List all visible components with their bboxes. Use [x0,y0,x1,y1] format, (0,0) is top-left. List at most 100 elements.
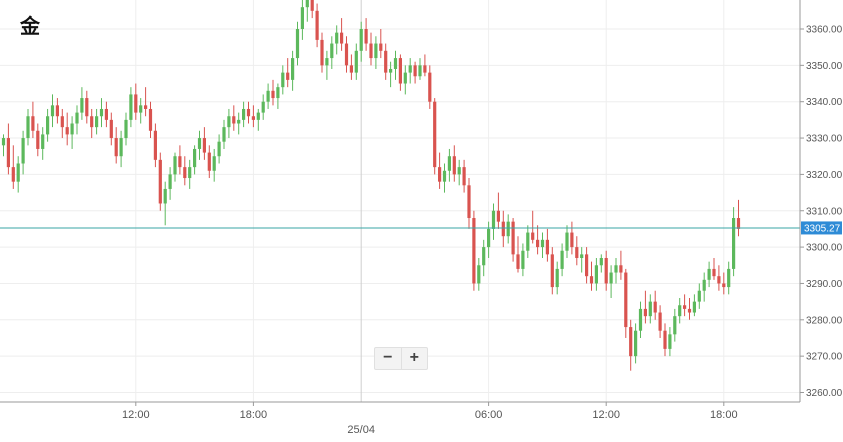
candle [178,145,182,175]
candle [683,294,687,317]
candle [271,79,275,106]
candle [330,36,334,69]
current-price-badge [801,221,842,235]
candle [521,243,525,277]
candle [614,258,618,284]
candle-body [315,10,319,40]
grid-lines [0,0,800,402]
candle [227,108,231,139]
candle [340,18,344,51]
candle [736,199,741,237]
candle-body [702,279,706,291]
candle-body [575,247,579,259]
candle-body [678,305,682,317]
candle [482,239,486,277]
candle [374,36,378,69]
candle [398,54,402,91]
candle-body [325,58,329,66]
candle [305,0,309,22]
candle [712,258,716,280]
candle [369,32,373,66]
candle-body [354,50,358,73]
candle [702,272,706,302]
candle-body [506,221,510,237]
candle [452,145,456,182]
candle-body [65,127,69,135]
candle [139,98,143,124]
candle [261,94,265,120]
candle [487,221,491,259]
candle-body [148,108,153,131]
candle [315,3,319,48]
candle-body [496,210,500,222]
zoom-in-button[interactable]: + [400,348,428,369]
candle-body [11,167,15,182]
candle-body [545,239,549,255]
candle [31,101,35,139]
candle [202,127,206,160]
candle [153,123,157,168]
candle-body [364,29,368,44]
candle-body [589,276,594,284]
zoom-out-button[interactable]: − [383,349,393,366]
candle [447,148,451,182]
candle-body [736,218,741,229]
candle-body [668,334,672,349]
candle-body [467,185,471,219]
candle-body [638,308,643,331]
candle-body [300,7,304,29]
candle-body [6,138,10,168]
candle [678,297,682,324]
candle [46,108,50,142]
candle [364,18,368,51]
candle [629,319,633,371]
candle-body [50,105,55,117]
candle-body [663,330,667,349]
y-tick-label: 3290.00 [806,279,843,290]
candle-body [305,0,309,8]
candle [95,108,99,135]
candle [21,130,25,175]
candle-body [648,301,652,317]
candle [344,36,349,73]
candle-body [31,116,35,131]
candle-body [291,58,295,80]
candle [16,156,20,193]
candle-body [389,68,393,73]
candle [310,0,314,19]
candle-body [26,116,30,139]
candle-body [707,268,711,280]
candle-body [163,188,167,204]
candle [393,50,398,80]
candle [197,130,202,160]
candle-body [722,283,726,288]
y-tick-label: 3260.00 [806,388,843,399]
x-tick-label: 18:00 [710,409,738,421]
candle [104,101,108,128]
candle [408,58,412,84]
crosshair-date-label: 25/04 [347,424,375,436]
x-axis: 12:00 18:00 06:00 12:00 18:00 [122,402,738,421]
candle [212,148,216,182]
candle [359,21,363,62]
candle-body [452,156,456,175]
candle [300,0,304,40]
candle-body [281,72,285,88]
candle [256,108,260,131]
candle [193,145,197,175]
candle-body [428,72,432,102]
candle [585,247,589,284]
candle-body [344,43,349,66]
candle-body [658,312,662,331]
candle-body [153,130,157,160]
candle-body [526,232,530,251]
candle-body [207,152,211,171]
candle-body [438,167,442,182]
candle [673,308,677,342]
candle [134,83,138,120]
candle-body [609,272,613,284]
candle-body [433,101,437,168]
zoom-control: − + [374,347,428,370]
candle [65,112,69,146]
